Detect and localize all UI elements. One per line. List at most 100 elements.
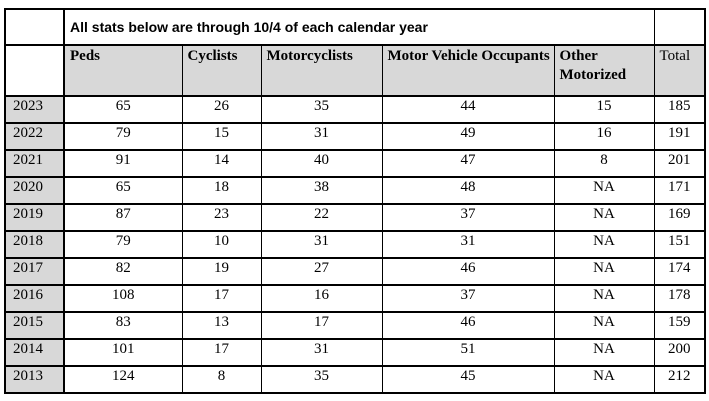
data-cell: 27	[260, 257, 383, 286]
data-cell: NA	[553, 176, 655, 205]
data-cell: 16	[553, 122, 655, 151]
column-header-other-motorized: Other Motorized	[553, 44, 655, 97]
data-cell: 159	[653, 311, 706, 340]
data-cell: 35	[260, 95, 383, 124]
data-cell: 8	[181, 365, 262, 394]
column-header-motorcyclists: Motorcyclists	[260, 44, 383, 97]
note-row-left-blank-cell	[4, 8, 65, 46]
column-header-motor-vehicle-occupants: Motor Vehicle Occupants	[381, 44, 555, 97]
table-row: 2014 101 17 31 51 NA 200	[4, 338, 706, 367]
data-cell: 178	[653, 284, 706, 313]
table-row: 2013 124 8 35 45 NA 212	[4, 365, 706, 394]
data-cell: NA	[553, 230, 655, 259]
data-cell: 31	[381, 230, 555, 259]
data-cell: 151	[653, 230, 706, 259]
yearly-stats-table: All stats below are through 10/4 of each…	[4, 8, 706, 394]
data-cell: 47	[381, 149, 555, 178]
column-header-total: Total	[653, 44, 706, 97]
data-cell: 65	[63, 95, 183, 124]
data-cell: NA	[553, 311, 655, 340]
data-cell: 22	[260, 203, 383, 232]
data-cell: 37	[381, 203, 555, 232]
table-row: 2021 91 14 40 47 8 201	[4, 149, 706, 178]
year-cell: 2016	[4, 284, 65, 313]
data-cell: 49	[381, 122, 555, 151]
data-cell: 31	[260, 122, 383, 151]
column-header-cyclists: Cyclists	[181, 44, 262, 97]
year-cell: 2013	[4, 365, 65, 394]
table-row: 2015 83 13 17 46 NA 159	[4, 311, 706, 340]
table-row: 2022 79 15 31 49 16 191	[4, 122, 706, 151]
data-cell: 38	[260, 176, 383, 205]
data-cell: 10	[181, 230, 262, 259]
data-cell: 17	[260, 311, 383, 340]
data-cell: 15	[553, 95, 655, 124]
data-cell: 46	[381, 311, 555, 340]
data-cell: 91	[63, 149, 183, 178]
data-cell: 37	[381, 284, 555, 313]
table-row: 2018 79 10 31 31 NA 151	[4, 230, 706, 259]
data-cell: 79	[63, 230, 183, 259]
data-cell: 212	[653, 365, 706, 394]
data-cell: 169	[653, 203, 706, 232]
data-cell: 46	[381, 257, 555, 286]
year-cell: 2021	[4, 149, 65, 178]
data-cell: 17	[181, 338, 262, 367]
table-row: 2020 65 18 38 48 NA 171	[4, 176, 706, 205]
year-column-header-blank-cell	[4, 44, 65, 97]
table-row: 2019 87 23 22 37 NA 169	[4, 203, 706, 232]
data-cell: 124	[63, 365, 183, 394]
note-cell: All stats below are through 10/4 of each…	[63, 8, 655, 46]
data-cell: 19	[181, 257, 262, 286]
data-cell: 191	[653, 122, 706, 151]
year-cell: 2017	[4, 257, 65, 286]
data-cell: NA	[553, 257, 655, 286]
data-cell: 31	[260, 230, 383, 259]
data-cell: 101	[63, 338, 183, 367]
note-row-right-blank-cell	[653, 8, 706, 46]
data-cell: 15	[181, 122, 262, 151]
column-header-row: Peds Cyclists Motorcyclists Motor Vehicl…	[4, 44, 706, 97]
data-cell: 185	[653, 95, 706, 124]
note-row: All stats below are through 10/4 of each…	[4, 8, 706, 46]
year-cell: 2019	[4, 203, 65, 232]
data-cell: NA	[553, 338, 655, 367]
year-cell: 2022	[4, 122, 65, 151]
data-cell: 14	[181, 149, 262, 178]
table-row: 2016 108 17 16 37 NA 178	[4, 284, 706, 313]
year-cell: 2020	[4, 176, 65, 205]
year-cell: 2018	[4, 230, 65, 259]
data-cell: 40	[260, 149, 383, 178]
data-cell: 23	[181, 203, 262, 232]
data-cell: 13	[181, 311, 262, 340]
data-cell: 201	[653, 149, 706, 178]
data-cell: 108	[63, 284, 183, 313]
data-cell: 200	[653, 338, 706, 367]
year-cell: 2015	[4, 311, 65, 340]
data-cell: 8	[553, 149, 655, 178]
data-cell: 45	[381, 365, 555, 394]
data-cell: 82	[63, 257, 183, 286]
data-cell: 17	[181, 284, 262, 313]
data-cell: NA	[553, 284, 655, 313]
data-cell: NA	[553, 203, 655, 232]
year-cell: 2014	[4, 338, 65, 367]
data-cell: NA	[553, 365, 655, 394]
data-cell: 65	[63, 176, 183, 205]
data-cell: 18	[181, 176, 262, 205]
data-cell: 83	[63, 311, 183, 340]
table-row: 2023 65 26 35 44 15 185	[4, 95, 706, 124]
table-row: 2017 82 19 27 46 NA 174	[4, 257, 706, 286]
data-cell: 35	[260, 365, 383, 394]
data-cell: 171	[653, 176, 706, 205]
data-cell: 44	[381, 95, 555, 124]
data-cell: 48	[381, 176, 555, 205]
data-cell: 31	[260, 338, 383, 367]
data-cell: 51	[381, 338, 555, 367]
data-cell: 174	[653, 257, 706, 286]
data-cell: 79	[63, 122, 183, 151]
data-cell: 16	[260, 284, 383, 313]
column-header-peds: Peds	[63, 44, 183, 97]
data-cell: 26	[181, 95, 262, 124]
